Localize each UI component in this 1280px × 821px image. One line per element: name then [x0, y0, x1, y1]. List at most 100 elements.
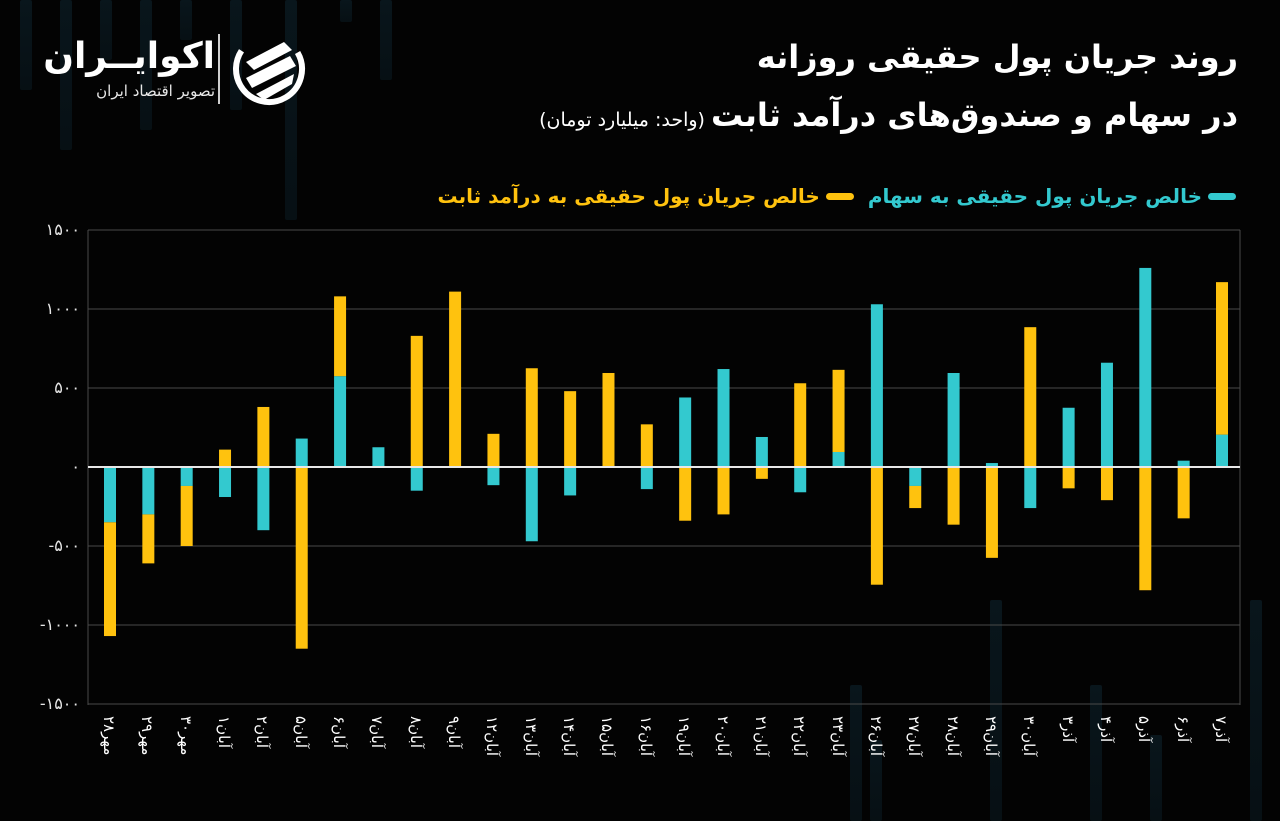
bar-segment: [794, 467, 807, 493]
bar-segment: [142, 467, 155, 515]
bar-segment: [909, 485, 922, 509]
bar-segment: [679, 467, 692, 521]
x-tick-label: آبان۲۱: [751, 716, 770, 757]
bar-segment: [487, 433, 500, 467]
x-tick-label: آبان۱۲: [483, 716, 502, 757]
x-tick-label: آبان۱۳: [521, 716, 540, 757]
y-tick-label: -۱۰۰۰: [39, 615, 80, 634]
bar-segment: [832, 451, 845, 467]
bar-segment: [794, 383, 807, 467]
x-tick-label: آبان۵: [291, 716, 310, 748]
bar-segment: [832, 369, 845, 452]
bar-segment: [219, 449, 232, 467]
bar-segment: [755, 436, 768, 467]
bar-segment: [1139, 467, 1152, 591]
bar-segment: [410, 467, 423, 491]
logo-divider: [218, 34, 220, 104]
bar-segment: [870, 467, 883, 585]
bar-segment: [334, 376, 347, 467]
bar-segment: [717, 369, 730, 467]
y-tick-label: ۵۰۰: [54, 378, 80, 397]
bar-segment: [564, 391, 577, 467]
x-tick-label: آبان۶: [330, 716, 349, 748]
legend-label-stocks: خالص جریان پول حقیقی به سهام: [867, 184, 1202, 208]
bar-segment: [679, 397, 692, 467]
x-tick-label: آبان۲۹: [981, 716, 1000, 757]
legend-label-fixed-income: خالص جریان پول حقیقی به درآمد ثابت: [437, 184, 820, 208]
bar-segment: [985, 463, 998, 467]
x-tick-label: آبان۷: [368, 716, 387, 748]
legend-item-stocks: خالص جریان پول حقیقی به سهام: [868, 184, 1236, 208]
bar-segment: [909, 467, 922, 486]
bar-segment: [870, 304, 883, 467]
x-tick-label: مهر۲۹: [138, 716, 157, 756]
bar-segment: [1100, 467, 1113, 501]
bar-segment: [295, 438, 308, 467]
x-tick-label: آذر۷: [1212, 716, 1230, 743]
x-tick-label: آبان۱: [215, 716, 234, 748]
y-tick-label: ۱۵۰۰: [45, 220, 80, 239]
bar-segment: [640, 467, 653, 490]
bar-segment: [104, 467, 116, 523]
x-tick-label: آبان۸: [406, 716, 425, 748]
bar-segment: [334, 296, 347, 377]
x-tick-label: آبان۲۷: [905, 716, 924, 757]
bar-segment: [295, 467, 308, 649]
bar-segment: [104, 522, 116, 637]
bar-segment: [180, 467, 193, 486]
x-tick-label: آبان۲: [253, 716, 272, 748]
bar-segment: [1024, 327, 1037, 467]
x-tick-label: مهر۲۸: [100, 716, 118, 756]
logo-name: اکوایــران: [43, 36, 215, 77]
x-tick-label: آبان۲۸: [943, 716, 962, 757]
x-tick-label: آبان۳۰: [1020, 716, 1039, 757]
bar-segment: [142, 514, 155, 564]
unit-note: (واحد: میلیارد تومان): [539, 109, 705, 131]
bar-segment: [640, 424, 653, 467]
chart-header: اکوایــران تصویر اقتصاد ایران روند جریان…: [0, 0, 1280, 230]
bar-segment: [525, 368, 538, 467]
x-tick-label: آذر۳: [1058, 716, 1077, 743]
bar-segment: [410, 335, 423, 467]
bar-segment: [602, 372, 615, 467]
bar-segment: [219, 467, 232, 498]
bar-segment: [180, 485, 193, 546]
bar-segment: [525, 467, 538, 542]
bar-segment: [1216, 282, 1228, 435]
y-tick-label: -۱۵۰۰: [39, 694, 80, 713]
bar-segment: [1024, 467, 1037, 509]
bar-segment: [1177, 460, 1190, 467]
bar-segment: [1062, 467, 1075, 489]
bar-segment: [372, 447, 385, 467]
bar-segment: [755, 467, 768, 479]
bar-segment: [985, 467, 998, 558]
x-tick-label: آبان۲۲: [790, 716, 809, 757]
x-tick-label: آذر۶: [1173, 716, 1192, 743]
bar-segment: [717, 467, 730, 515]
y-tick-label: -۵۰۰: [48, 536, 80, 555]
chart-legend: خالص جریان پول حقیقی به سهام خالص جریان …: [423, 184, 1236, 208]
bar-segment: [1062, 407, 1075, 467]
x-tick-label: آبان۲۰: [713, 716, 732, 757]
bar-segment: [449, 291, 462, 467]
x-tick-label: آبان۲۶: [866, 716, 885, 757]
bar-segment: [257, 406, 270, 467]
x-tick-label: آبان۱۴: [560, 716, 579, 757]
logo-tagline: تصویر اقتصاد ایران: [96, 82, 215, 100]
bar-segment: [257, 467, 270, 531]
chart-title-line2: در سهام و صندوق‌های درآمد ثابت(واحد: میل…: [539, 96, 1238, 134]
bar-segment: [1177, 467, 1190, 519]
legend-item-fixed-income: خالص جریان پول حقیقی به درآمد ثابت: [437, 184, 854, 208]
x-tick-label: آبان۱۵: [598, 716, 617, 757]
chart-title-line1: روند جریان پول حقیقی روزانه: [756, 38, 1238, 76]
y-tick-label: ۰: [71, 457, 80, 476]
bar-segment: [1139, 267, 1152, 467]
legend-swatch-cyan-icon: [1208, 192, 1236, 200]
x-tick-label: آذر۴: [1096, 716, 1115, 743]
x-tick-label: مهر۳۰: [176, 716, 195, 756]
x-tick-label: آبان۱۶: [636, 716, 655, 757]
ecoiran-logo-icon: [233, 33, 305, 105]
y-tick-label: ۱۰۰۰: [45, 299, 80, 318]
bar-segment: [947, 467, 960, 525]
